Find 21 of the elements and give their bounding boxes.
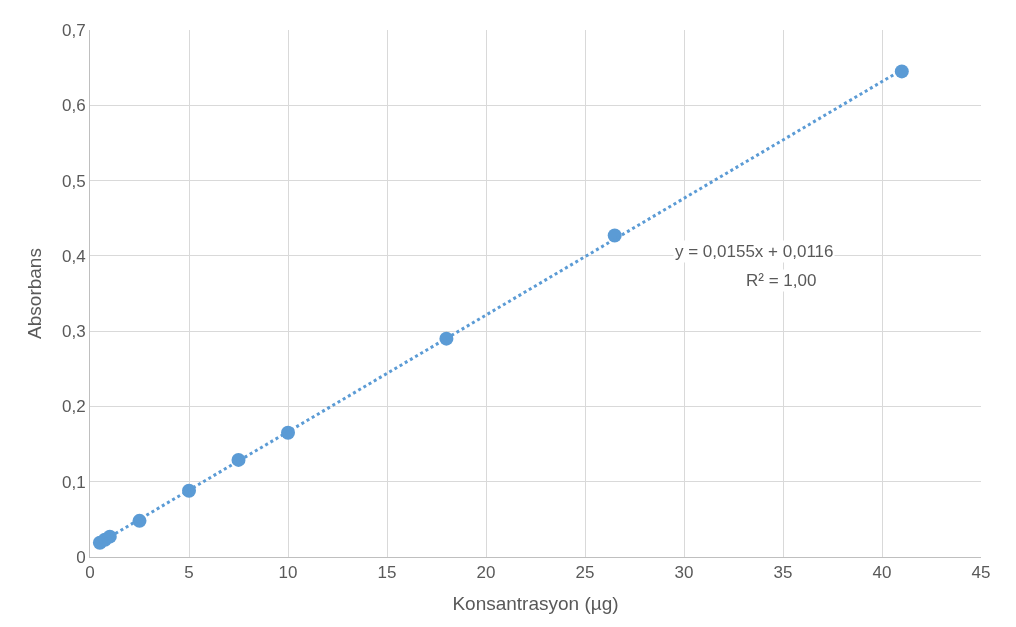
- x-tick-label: 15: [377, 563, 397, 583]
- x-tick-label: 30: [674, 563, 694, 583]
- x-tick-label: 10: [278, 563, 298, 583]
- annotation: R² = 1,00: [746, 271, 817, 290]
- y-tick-label: 0,3: [61, 322, 86, 342]
- y-axis-title: Absorbans: [23, 248, 45, 339]
- x-tick-label: 35: [773, 563, 793, 583]
- y-tick-label: 0,6: [61, 96, 86, 116]
- annotation: y = 0,0155x + 0,0116: [675, 242, 834, 261]
- y-tick-label: 0,5: [61, 171, 86, 191]
- y-tick-label: 0,7: [61, 20, 86, 40]
- x-tick-label: 45: [971, 563, 991, 583]
- y-tick-label: 0,4: [61, 246, 86, 266]
- y-tick-label: 0,1: [61, 472, 86, 492]
- x-axis-title: Konsantrasyon (µg): [452, 593, 619, 615]
- y-tick-label: 0,2: [61, 397, 86, 417]
- x-tick-label: 40: [872, 563, 892, 583]
- y-tick-label: 0: [76, 547, 86, 567]
- x-tick-label: 20: [476, 563, 496, 583]
- x-tick-label: 5: [184, 563, 194, 583]
- x-tick-label: 25: [575, 563, 595, 583]
